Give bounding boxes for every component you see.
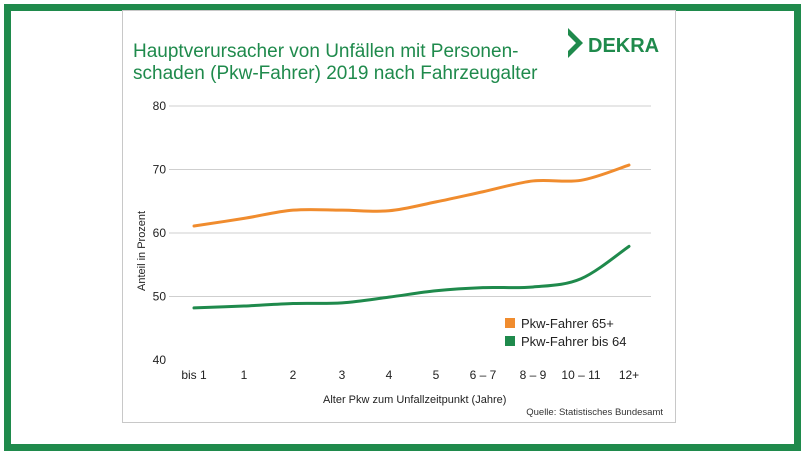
legend-label-bis64: Pkw-Fahrer bis 64 [521, 334, 626, 349]
dekra-logo-icon [568, 28, 583, 58]
line-chart: Hauptverursacher von Unfällen mit Person… [133, 28, 663, 418]
y-tick-label: 80 [153, 99, 167, 113]
x-tick-label: 8 – 9 [520, 368, 547, 382]
grid-lines [169, 105, 651, 297]
x-tick-label: 1 [241, 368, 248, 382]
chart-title-line-1: Hauptverursacher von Unfällen mit Person… [133, 41, 518, 62]
x-tick-label: 4 [386, 368, 393, 382]
series-line-65plus [192, 163, 631, 228]
x-axis-label: Alter Pkw zum Unfallzeitpunkt (Jahre) [323, 394, 506, 406]
x-tick-label: 12+ [619, 368, 639, 382]
dekra-logo-text: DEKRA [588, 35, 659, 57]
series-line-bis64 [192, 244, 631, 310]
x-axis-ticks: bis 1 1 2 3 4 5 6 – 7 8 – 9 10 – 11 12+ [181, 368, 639, 382]
y-tick-label: 50 [153, 290, 167, 304]
legend-swatch-bis64 [505, 336, 515, 346]
x-tick-label: bis 1 [181, 368, 207, 382]
x-tick-label: 2 [290, 368, 297, 382]
y-tick-label: 70 [153, 163, 167, 177]
legend-label-65plus: Pkw-Fahrer 65+ [521, 316, 614, 331]
legend: Pkw-Fahrer 65+ Pkw-Fahrer bis 64 [505, 316, 626, 349]
source-note: Quelle: Statistisches Bundesamt [526, 407, 663, 418]
x-tick-label: 6 – 7 [470, 368, 497, 382]
y-tick-label: 60 [153, 226, 167, 240]
legend-swatch-65plus [505, 318, 515, 328]
x-tick-label: 3 [339, 368, 346, 382]
y-axis-ticks: 40 50 60 70 80 [153, 99, 167, 367]
chart-card: Hauptverursacher von Unfällen mit Person… [122, 10, 676, 423]
y-tick-label: 40 [153, 353, 167, 367]
series-lines [192, 163, 631, 310]
y-axis-label: Anteil in Prozent [136, 211, 148, 291]
chart-title-line-2: schaden (Pkw-Fahrer) 2019 nach Fahrzeuga… [133, 63, 538, 84]
x-tick-label: 10 – 11 [561, 368, 600, 382]
x-tick-label: 5 [433, 368, 440, 382]
dekra-logo: DEKRA [568, 28, 659, 58]
